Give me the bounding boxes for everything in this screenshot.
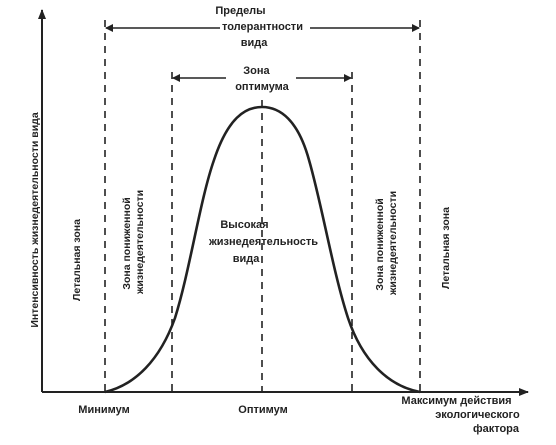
reduced-zone-right-label: Зона пониженной жизнедеятельности <box>374 191 399 296</box>
reduced-zone-left-label: Зона пониженной жизнедеятельности <box>121 190 146 295</box>
zone-boundaries <box>104 20 421 392</box>
optimum-zone-label: Зона оптимума <box>235 65 289 93</box>
x-axis-label: Максимум действия экологического фактора <box>401 395 522 435</box>
lethal-zone-right-label: Летальная зона <box>440 207 452 289</box>
high-activity-label: Высокая жизнедеятельность вида <box>208 219 321 265</box>
tolerance-curve <box>104 105 421 394</box>
tolerance-limits-label: Пределы толерантности вида <box>215 5 306 49</box>
x-tick-optimum: Оптимум <box>238 404 287 416</box>
y-axis-label: Интенсивность жизнедеятельности вида <box>29 112 41 328</box>
lethal-zone-left-label: Летальная зона <box>71 219 83 301</box>
x-tick-minimum: Минимум <box>78 404 129 416</box>
